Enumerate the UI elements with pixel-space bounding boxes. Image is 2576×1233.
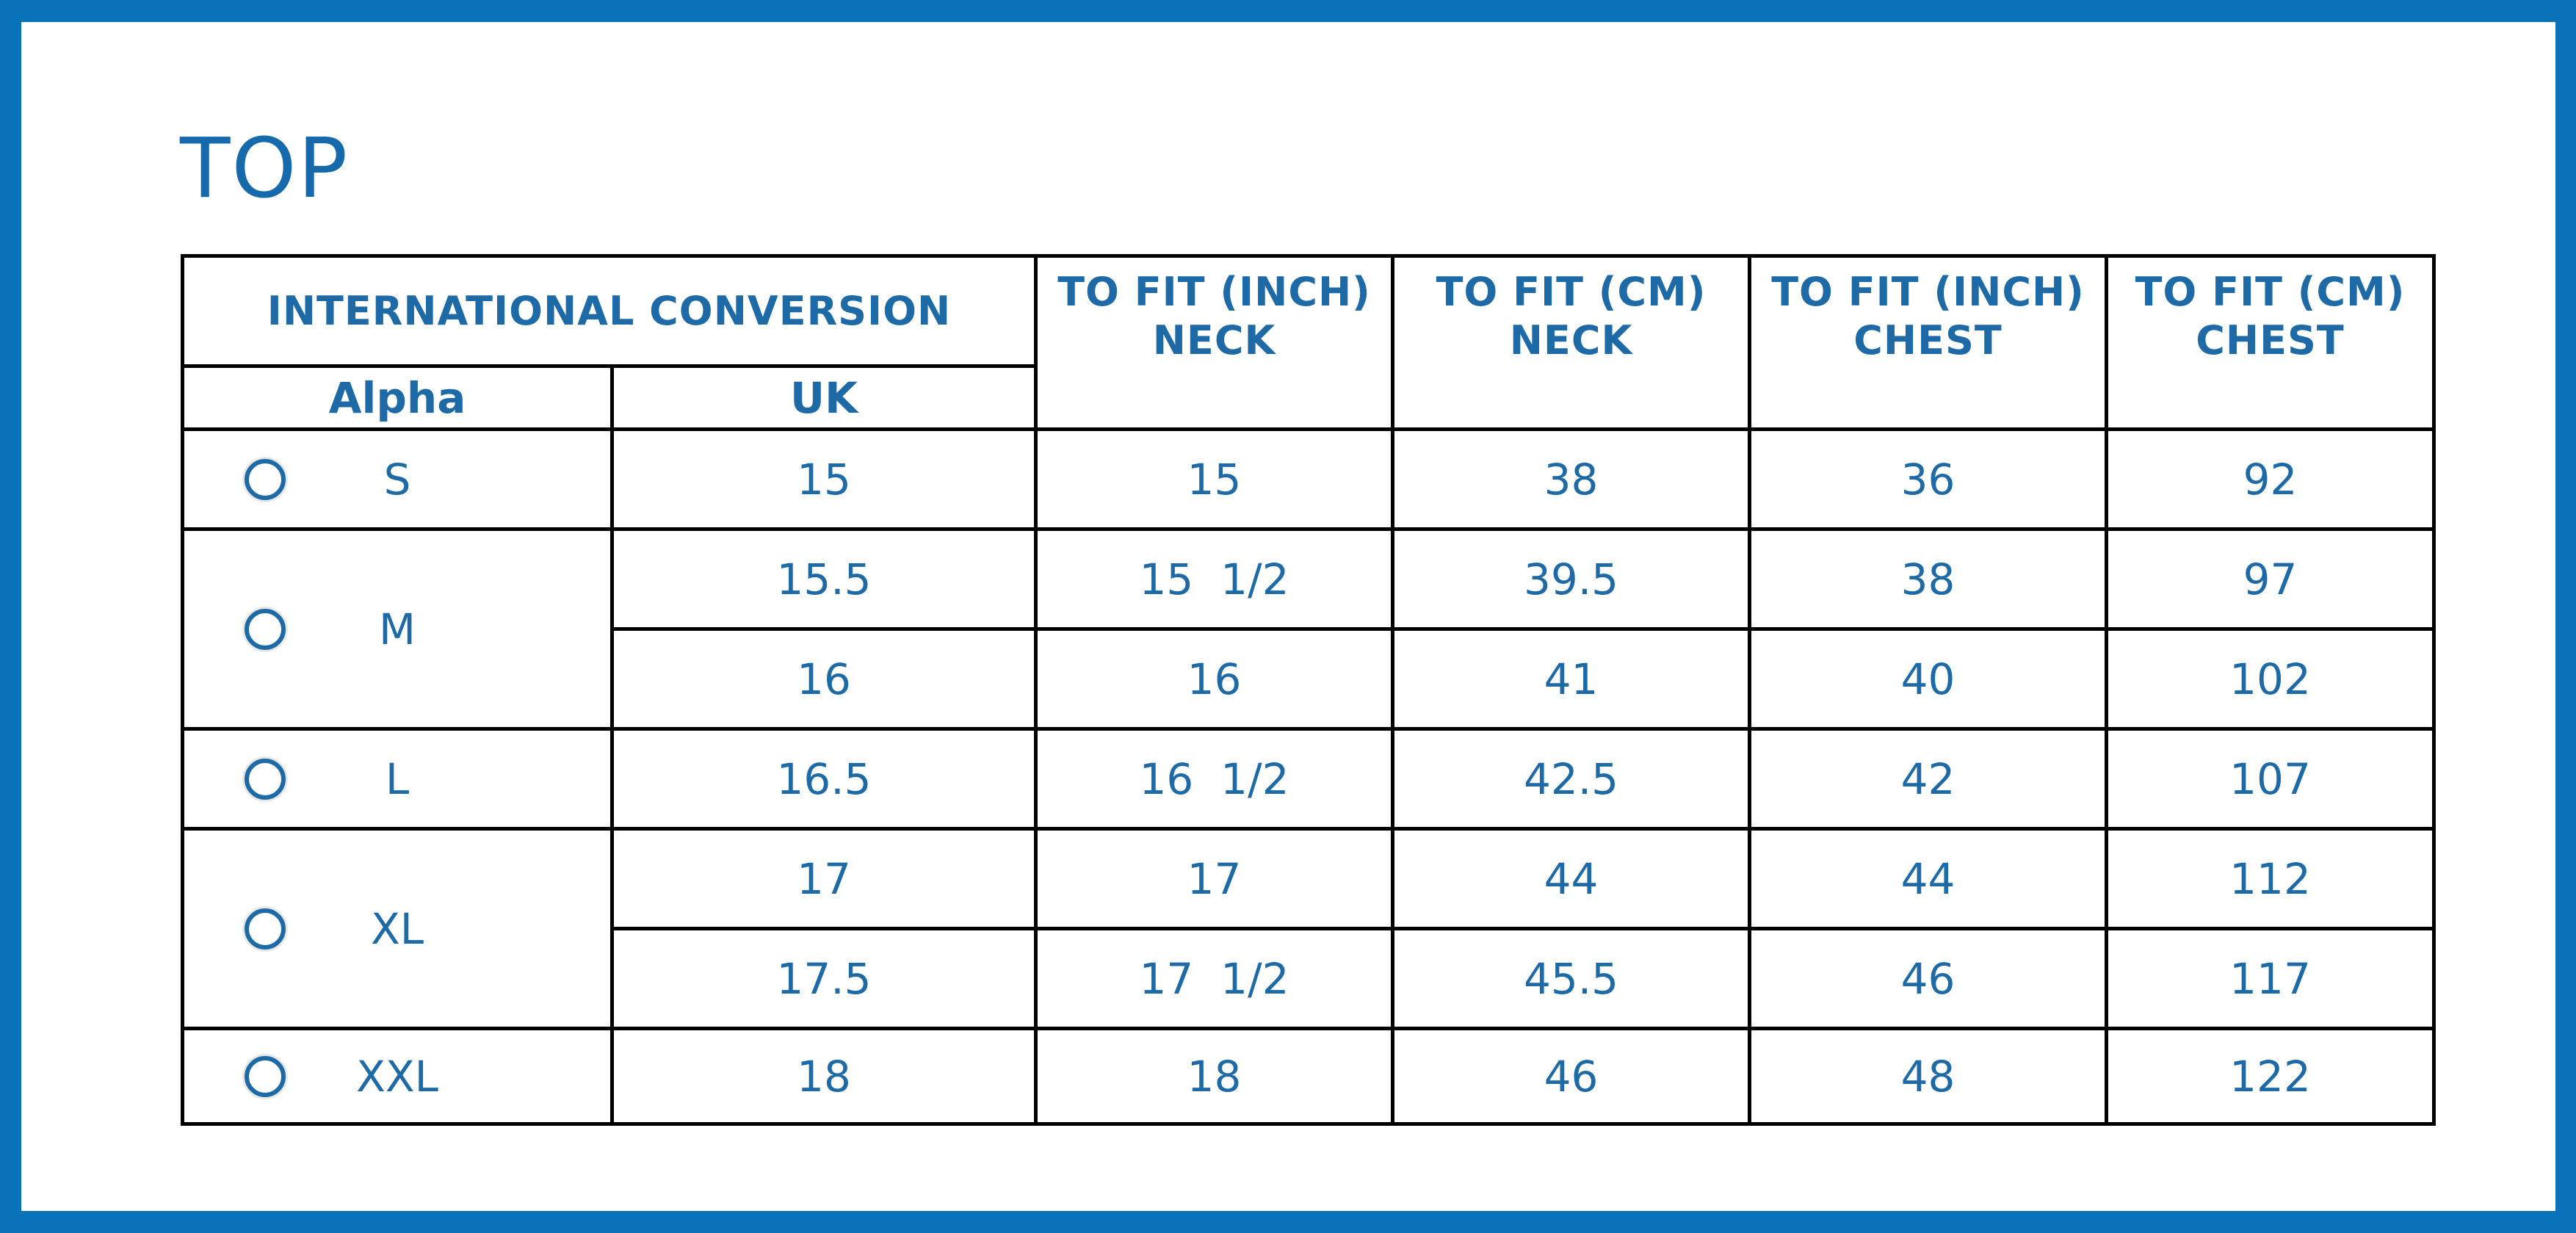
chest-inch-cell: 46 — [1748, 927, 2109, 1030]
alpha-header: Alpha — [181, 364, 614, 431]
chest-cm-header-line2: CHEST — [2196, 317, 2345, 364]
radio-button-icon[interactable] — [245, 458, 286, 500]
chest-inch-cell: 38 — [1748, 527, 2109, 631]
chest-inch-cell: 44 — [1748, 827, 2109, 930]
chest-inch-header-line2: CHEST — [1853, 317, 2002, 364]
chest-inch-cell: 48 — [1748, 1027, 2109, 1126]
alpha-size-label: M — [378, 604, 416, 654]
table-row: M 15.5 15 1/2 39.5 38 97 — [181, 527, 2436, 731]
uk-cell: 17 — [609, 827, 1038, 930]
chest-cm-cell: 107 — [2105, 727, 2436, 831]
table-row: S 15 15 38 36 92 — [181, 427, 2436, 531]
size-option-s[interactable]: S — [181, 427, 614, 531]
chest-cm-header: TO FIT (CM) CHEST — [2105, 254, 2436, 431]
chest-inch-header-line1: TO FIT (INCH) — [1771, 269, 2085, 315]
uk-cell: 18 — [609, 1027, 1038, 1126]
neck-cm-cell: 39.5 — [1391, 527, 1752, 631]
size-option-m[interactable]: M — [181, 527, 614, 731]
radio-button-icon[interactable] — [245, 608, 286, 650]
table-row: L 16.5 16 1/2 42.5 42 107 — [181, 727, 2436, 831]
chest-cm-cell: 92 — [2105, 427, 2436, 531]
neck-inch-cell: 17 1/2 — [1034, 927, 1395, 1030]
page-title: TOP — [180, 121, 350, 217]
neck-cm-header: TO FIT (CM) NECK — [1391, 254, 1752, 431]
size-option-xl[interactable]: XL — [181, 827, 614, 1030]
neck-cm-header-line2: NECK — [1509, 317, 1633, 364]
neck-cm-header-line1: TO FIT (CM) — [1436, 269, 1707, 315]
chest-inch-cell: 42 — [1748, 727, 2109, 831]
table-row: 16 16 41 40 102 — [183, 627, 2436, 731]
size-chart-table: INTERNATIONAL CONVERSION TO FIT (INCH) N… — [180, 254, 2436, 1126]
chest-cm-header-line1: TO FIT (CM) — [2135, 269, 2406, 315]
neck-inch-header: TO FIT (INCH) NECK — [1034, 254, 1395, 431]
international-conversion-header: INTERNATIONAL CONVERSION — [180, 254, 1038, 368]
uk-header: UK — [609, 364, 1038, 431]
neck-inch-cell: 15 — [1034, 427, 1395, 531]
uk-cell: 15.5 — [609, 527, 1038, 631]
neck-cm-cell: 38 — [1391, 427, 1752, 531]
neck-inch-cell: 18 — [1034, 1027, 1395, 1126]
chest-cm-cell: 122 — [2105, 1027, 2436, 1126]
chest-cm-cell: 97 — [2105, 527, 2436, 631]
neck-inch-header-line2: NECK — [1152, 317, 1276, 364]
neck-inch-cell: 16 — [1034, 627, 1395, 731]
chest-inch-cell: 40 — [1748, 627, 2109, 731]
neck-cm-cell: 41 — [1391, 627, 1752, 731]
size-option-l[interactable]: L — [181, 727, 614, 831]
chest-cm-cell: 102 — [2105, 627, 2436, 731]
alpha-size-label: XL — [370, 903, 424, 954]
uk-cell: 17.5 — [609, 927, 1038, 1030]
neck-cm-cell: 46 — [1391, 1027, 1752, 1126]
uk-cell: 16.5 — [609, 727, 1038, 831]
uk-cell: 15 — [609, 427, 1038, 531]
chest-inch-cell: 36 — [1748, 427, 2109, 531]
header-row: INTERNATIONAL CONVERSION TO FIT (INCH) N… — [180, 254, 2436, 431]
neck-inch-cell: 15 1/2 — [1034, 527, 1395, 631]
alpha-size-label: L — [385, 753, 410, 804]
table-row: XXL 18 18 46 48 122 — [181, 1027, 2436, 1126]
neck-cm-cell: 45.5 — [1391, 927, 1752, 1030]
neck-cm-cell: 42.5 — [1391, 727, 1752, 831]
alpha-size-label: S — [383, 454, 411, 505]
neck-inch-header-line1: TO FIT (INCH) — [1057, 269, 1371, 315]
radio-button-icon[interactable] — [245, 908, 286, 950]
neck-cm-cell: 44 — [1391, 827, 1752, 930]
uk-cell: 16 — [609, 627, 1038, 731]
neck-inch-cell: 17 — [1034, 827, 1395, 930]
chest-cm-cell: 112 — [2105, 827, 2436, 930]
table-row: 17.5 17 1/2 45.5 46 117 — [183, 927, 2436, 1030]
neck-inch-cell: 16 1/2 — [1034, 727, 1395, 831]
subheader-row: Alpha UK — [181, 364, 2434, 431]
chest-inch-header: TO FIT (INCH) CHEST — [1748, 254, 2109, 431]
table-row: XL 17 17 44 44 112 — [181, 827, 2436, 1030]
alpha-size-label: XXL — [356, 1051, 438, 1102]
chest-cm-cell: 117 — [2105, 927, 2436, 1030]
radio-button-icon[interactable] — [245, 1055, 286, 1097]
radio-button-icon[interactable] — [245, 758, 286, 800]
size-option-xxl[interactable]: XXL — [181, 1027, 614, 1126]
